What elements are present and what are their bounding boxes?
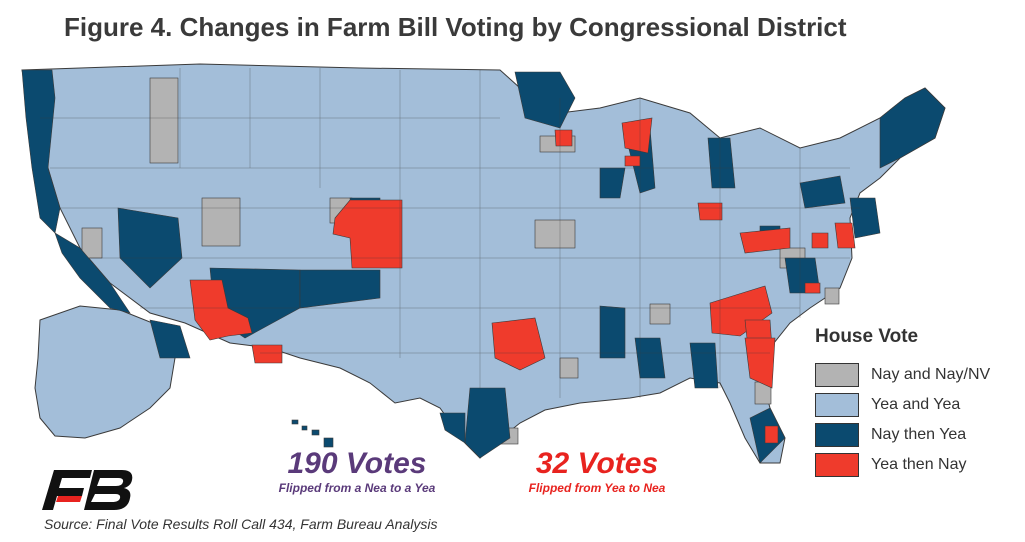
legend-swatch	[815, 423, 859, 447]
legend-label: Yea and Yea	[871, 396, 961, 413]
legend-label: Nay and Nay/NV	[871, 366, 991, 383]
legend-item-nay-nay: Nay and Nay/NV	[815, 360, 1020, 390]
legend-title: House Vote	[815, 326, 919, 347]
yea-then-nay-districts	[189, 117, 856, 444]
legend-label: Nay then Yea	[871, 426, 967, 443]
stat-flipped-to-yea: 190 Votes Flipped from a Nea to a Yea	[232, 448, 482, 496]
page-title: Figure 4. Changes in Farm Bill Voting by…	[64, 12, 847, 42]
district-borders	[40, 68, 860, 398]
alaska	[34, 305, 176, 439]
legend-swatch	[815, 393, 859, 417]
nay-and-nay-districts	[81, 77, 840, 445]
legend-label: Yea then Nay	[871, 456, 967, 473]
map-legend: House Vote Nay and Nay/NV Yea and Yea Na…	[815, 326, 1020, 480]
us-district-map	[0, 58, 1025, 488]
legend-item-yea-yea: Yea and Yea	[815, 390, 1020, 420]
stat-flipped-to-nay-number: 32 Votes	[535, 447, 659, 480]
stat-flipped-to-nay-caption: Flipped from Yea to Nea	[528, 481, 666, 495]
hawaii	[291, 419, 334, 448]
farm-bureau-logo-icon	[36, 466, 136, 510]
legend-swatch	[815, 453, 859, 477]
legend-item-nay-then-yea: Nay then Yea	[815, 420, 1020, 450]
source-note: Source: Final Vote Results Roll Call 434…	[44, 516, 438, 532]
stat-flipped-to-yea-caption: Flipped from a Nea to a Yea	[278, 481, 436, 495]
legend-item-yea-then-nay: Yea then Nay	[815, 450, 1020, 480]
stat-flipped-to-yea-number: 190 Votes	[287, 447, 427, 480]
stat-flipped-to-nay: 32 Votes Flipped from Yea to Nea	[492, 448, 702, 496]
legend-swatch	[815, 363, 859, 387]
